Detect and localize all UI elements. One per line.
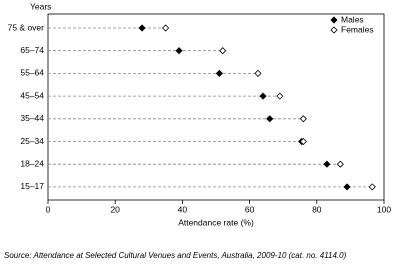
dot-marker [299, 137, 307, 146]
x-tick-label: 80 [312, 204, 322, 214]
y-tick-label: 35–44 [20, 113, 44, 123]
dot-marker [162, 24, 170, 32]
dot-marker [138, 24, 146, 32]
dot-marker [343, 183, 351, 191]
y-tick-label: 15–17 [20, 181, 44, 191]
source-note: Source: Attendance at Selected Cultural … [4, 251, 347, 260]
dot-marker [219, 47, 227, 55]
y-tick-label: 65–74 [20, 45, 44, 55]
x-tick-label: 20 [110, 204, 120, 214]
legend-marker [330, 26, 338, 34]
y-tick-label: 18–24 [20, 158, 44, 168]
dot-marker [323, 160, 331, 168]
y-tick-label: 55–64 [20, 68, 44, 78]
dot-marker [336, 160, 344, 168]
dot-marker [299, 115, 307, 123]
x-tick-label: 60 [245, 204, 255, 214]
dot-marker [276, 92, 284, 100]
legend-label: Males [341, 14, 364, 24]
y-tick-label: 45–54 [20, 90, 44, 100]
y-axis-title: Years [30, 1, 51, 11]
x-tick-label: 0 [46, 204, 51, 214]
dot-marker [259, 92, 267, 100]
x-tick-label: 100 [377, 204, 391, 214]
dot-marker [175, 47, 183, 55]
x-tick-label: 40 [178, 204, 188, 214]
dot-marker [266, 115, 274, 123]
y-tick-label: 75 & over [8, 22, 45, 32]
x-axis-title: Attendance rate (%) [178, 217, 254, 227]
dot-marker [254, 69, 262, 77]
dot-marker [368, 183, 376, 191]
y-tick-label: 25–34 [20, 136, 44, 146]
legend-marker [330, 16, 338, 24]
dot-marker [215, 69, 223, 77]
plot-frame [47, 13, 385, 201]
legend-label: Females [341, 24, 374, 34]
